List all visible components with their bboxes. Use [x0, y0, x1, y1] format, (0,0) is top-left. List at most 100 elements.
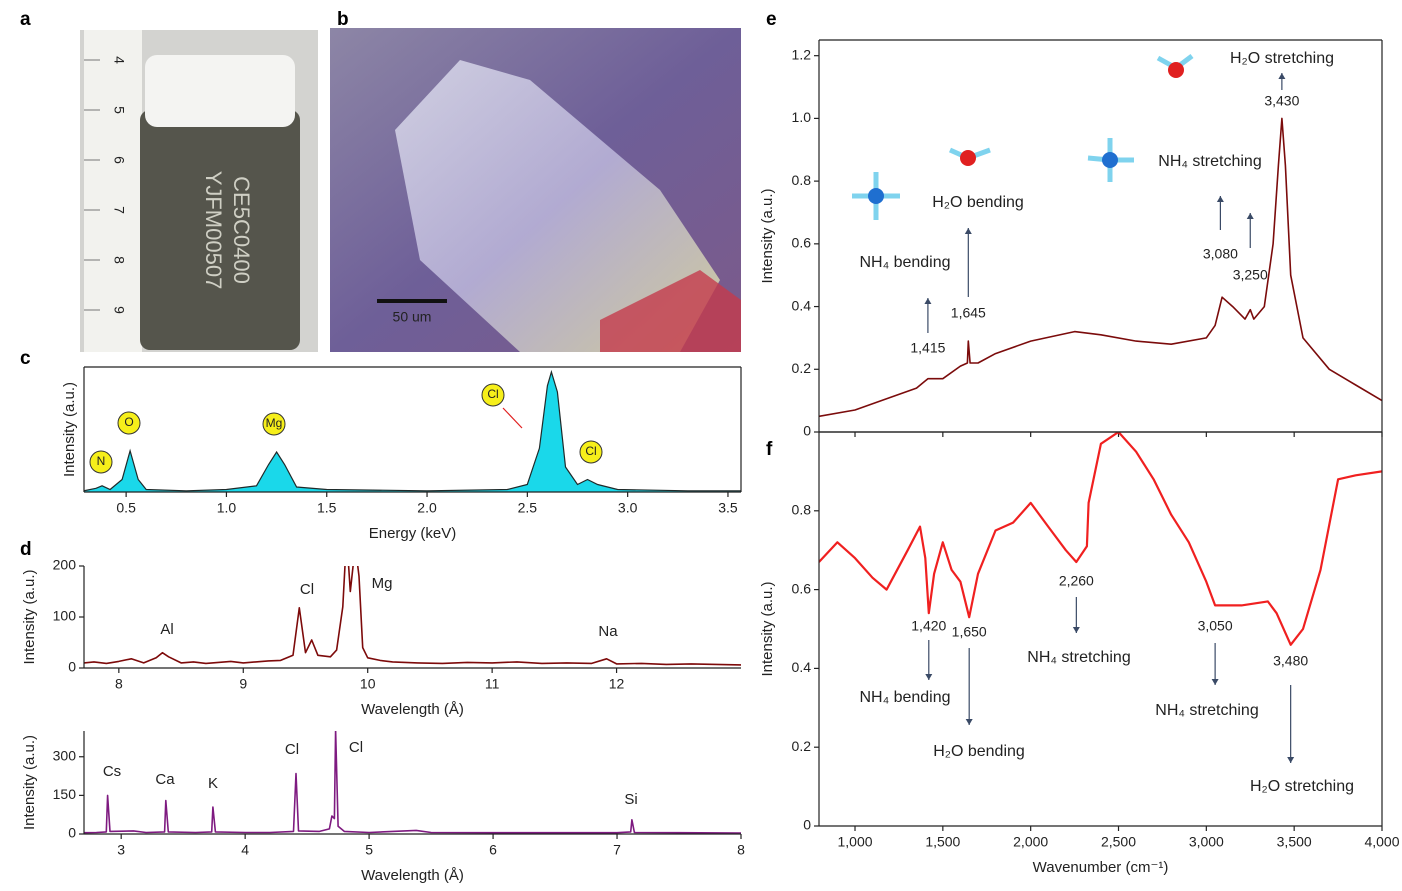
x-tick-label: 4 — [241, 842, 249, 858]
peak-value-label: 3,080 — [1203, 246, 1238, 262]
peak-value-label: 2,260 — [1059, 573, 1094, 589]
y-axis-label: Intensity (a.u.) — [21, 735, 38, 830]
peak-label: O — [124, 415, 133, 429]
peak-label: Mg — [266, 416, 283, 430]
photo-a: CE5C0400 YJFM00507 — [80, 30, 318, 352]
y-axis-label: Intensity (a.u.) — [61, 382, 78, 477]
x-tick-label: 3.5 — [718, 500, 738, 516]
peak-label: N — [97, 454, 106, 468]
vial-text: CE5C0400 — [229, 176, 254, 284]
y-tick-label: 100 — [53, 608, 77, 624]
peak-label: Ca — [155, 771, 175, 788]
peak-label: K — [208, 775, 218, 792]
x-tick-label: 2,000 — [1013, 834, 1048, 850]
x-tick-label: 2.0 — [417, 500, 437, 516]
peak-value-label: 3,250 — [1233, 267, 1268, 283]
arrow-head — [1216, 196, 1224, 202]
y-tick-label: 0.4 — [792, 659, 812, 675]
x-tick-label: 1.5 — [317, 500, 337, 516]
vial-text: YJFM00507 — [201, 171, 226, 290]
annotation-text: NH₄ stretching — [1158, 153, 1261, 170]
y-tick-label: 0.2 — [792, 360, 812, 376]
x-tick-label: 1.0 — [217, 500, 237, 516]
x-tick-label: 6 — [489, 842, 497, 858]
peak-value-label: 3,430 — [1264, 93, 1299, 109]
line — [819, 432, 1382, 646]
peak-value-label: 1,645 — [951, 305, 986, 321]
arrow-head — [964, 228, 972, 234]
y-tick-label: 0 — [803, 817, 811, 833]
x-tick-label: 12 — [609, 676, 625, 692]
line — [819, 117, 1382, 418]
panel-label: a — [20, 9, 31, 30]
arrow-head — [1278, 73, 1286, 79]
arrow-head — [1246, 213, 1254, 219]
peak-label: Cs — [103, 763, 121, 780]
x-tick-label: 2,500 — [1101, 834, 1136, 850]
y-tick-label: 0.8 — [792, 172, 812, 188]
ruler-label: 9 — [111, 306, 127, 314]
y-tick-label: 0.6 — [792, 580, 812, 596]
peak-badge — [89, 450, 113, 474]
peak-label: Al — [160, 621, 173, 638]
ruler-label: 8 — [111, 256, 127, 264]
x-tick-label: 10 — [360, 676, 376, 692]
x-tick-label: 2.5 — [518, 500, 538, 516]
x-tick-label: 11 — [485, 676, 500, 692]
y-tick-label: 300 — [53, 747, 77, 763]
peak-label: Na — [598, 623, 618, 640]
x-tick-label: 3.0 — [618, 500, 638, 516]
peak-value-label: 1,650 — [952, 624, 987, 640]
x-tick-label: 7 — [613, 842, 621, 858]
ruler-label: 4 — [111, 56, 127, 64]
y-tick-label: 200 — [53, 557, 77, 573]
x-tick-label: 3,500 — [1277, 834, 1312, 850]
arrow-head — [1072, 627, 1080, 633]
panel-label: f — [766, 439, 773, 460]
peak-label: Cl — [349, 739, 363, 756]
ruler-label: 7 — [111, 206, 127, 214]
x-tick-label: 8 — [737, 842, 745, 858]
panel-label: b — [337, 9, 349, 30]
x-tick-label: 9 — [239, 676, 247, 692]
peak-value-label: 3,050 — [1198, 618, 1233, 634]
annotation-text: NH₄ stretching — [1155, 702, 1258, 719]
peak-label: Cl — [585, 444, 596, 458]
y-tick-label: 0 — [68, 659, 76, 675]
peak-label: Si — [624, 791, 637, 808]
ruler-label: 6 — [111, 156, 127, 164]
annotation-text: H₂O stretching — [1250, 778, 1354, 795]
y-tick-label: 150 — [53, 786, 77, 802]
ruler-label: 5 — [111, 106, 127, 114]
peak-label: Cl — [487, 387, 498, 401]
y-tick-label: 0.6 — [792, 235, 812, 251]
y-tick-label: 0.2 — [792, 738, 812, 754]
x-tick-label: 1,500 — [925, 834, 960, 850]
y-axis-label: Intensity (a.u.) — [759, 188, 776, 283]
x-tick-label: 4,000 — [1364, 834, 1399, 850]
peak-badge — [262, 412, 286, 436]
x-axis-label: Wavenumber (cm⁻¹) — [1033, 859, 1169, 876]
pointer-arrow — [502, 407, 523, 429]
y-tick-label: 1.0 — [792, 109, 812, 125]
peak-value-label: 1,415 — [910, 340, 945, 356]
annotation-text: H₂O bending — [932, 194, 1024, 211]
peak-value-label: 3,480 — [1273, 653, 1308, 669]
x-tick-label: 3,000 — [1189, 834, 1224, 850]
y-axis-label: Intensity (a.u.) — [21, 569, 38, 664]
peak-value-label: 1,420 — [911, 618, 946, 634]
x-tick-label: 8 — [115, 676, 123, 692]
x-tick-label: 0.5 — [116, 500, 136, 516]
arrow-head — [965, 719, 973, 725]
peak-label: Cl — [285, 741, 299, 758]
y-tick-label: 1.2 — [792, 46, 812, 62]
peak-badge — [481, 383, 505, 407]
x-axis-label: Wavelength (Å) — [361, 867, 464, 884]
photo-b: 50 um — [330, 28, 741, 352]
arrow-head — [1211, 679, 1219, 685]
panel-label: e — [766, 9, 777, 30]
scale-bar-label: 50 um — [393, 309, 432, 325]
peak-badge — [117, 411, 141, 435]
